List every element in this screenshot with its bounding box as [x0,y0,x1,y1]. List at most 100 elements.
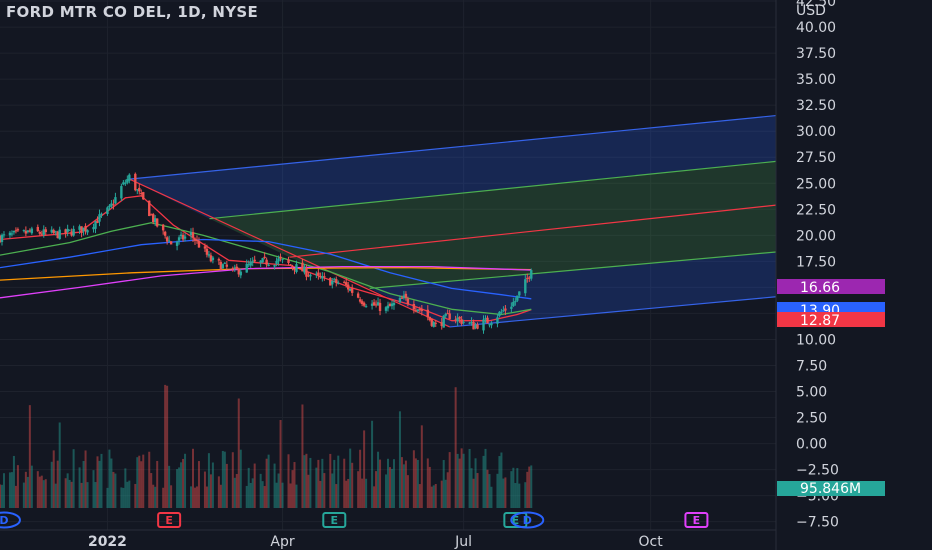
volume-bar [152,484,155,508]
volume-bar [178,467,181,508]
volume-bar [404,460,407,508]
volume-bar [30,465,33,508]
candle-body [219,261,223,270]
volume-bar [70,481,73,508]
time-tick-label: 2022 [88,534,127,550]
volume-bar [207,453,210,508]
volume-bar [331,473,334,508]
volume-bar [420,425,423,508]
volume-bar [219,484,222,508]
candle-body [163,231,167,236]
candle-body [22,230,26,232]
volume-bar [205,486,208,508]
volume-bar [96,456,99,508]
candle-body [384,307,388,311]
candle-body [44,229,47,233]
candle-body [239,271,242,276]
candle-body [321,276,324,279]
pitchfork-bottom-line [449,296,777,328]
candle-body [128,174,131,181]
volume-bar [458,458,461,508]
candle-body [376,302,380,306]
volume-bar [150,473,153,508]
candle-body [148,200,151,217]
volume-bar [456,453,459,508]
volume-bar [444,479,447,508]
candle-body [486,317,489,324]
volume-bar [14,485,17,508]
volume-bar [239,449,242,508]
volume-bar [136,457,139,508]
candle-body [293,268,296,271]
candle-body [502,310,505,312]
volume-bar [80,482,83,508]
volume-bar [120,487,123,508]
volume-bar [100,453,103,508]
volume-bar [221,450,224,508]
candle-body [512,301,515,307]
candle-body [154,218,157,223]
candle-body [482,319,485,331]
candle-body [440,322,443,327]
volume-bar [295,484,298,508]
volume-bar [317,459,320,508]
volume-bar [530,465,533,508]
candle-body [319,275,322,278]
candle-body [134,173,137,191]
candle-body [108,205,111,208]
candle-body [345,282,348,285]
volume-bar [253,463,256,508]
volume-bar [373,486,376,508]
candle-body [337,282,340,284]
pitchfork-median-line [289,204,777,258]
volume-bar [375,471,378,508]
volume-bar [301,404,304,508]
candle-body [38,232,41,234]
volume-bar [343,458,346,508]
volume-bar [329,453,332,508]
candle-body [277,258,280,262]
volume-bar [58,422,61,508]
volume-bar [309,457,312,508]
candle-body [287,259,290,263]
candle-body [16,229,20,231]
volume-bar [22,482,25,508]
price-tick-label: 2.50 [796,411,827,427]
candle-body [448,313,451,320]
candle-body [203,246,207,249]
candle-body [237,268,240,275]
candle-body [140,193,143,195]
candle-body [86,230,89,233]
volume-bar [28,405,31,508]
volume-bar [223,451,226,508]
volume-bar [44,479,47,508]
volume-bar [2,473,5,508]
candle-body [514,301,517,303]
candle-body [10,233,14,235]
volume-bar [377,451,380,508]
candle-body [484,318,487,320]
price-tick-label: 25.00 [796,176,836,192]
candle-body [207,254,211,256]
candle-body [454,319,457,321]
volume-bar [26,476,29,508]
volume-bar [468,448,471,508]
volume-bar [16,465,19,508]
candle-body [434,322,437,324]
candle-body [136,189,139,191]
volume-bar [128,480,131,508]
volume-bar [398,411,401,508]
price-tick-label: 7.50 [796,358,827,374]
price-tick-label: 27.50 [796,150,836,166]
volume-bar [291,470,294,508]
time-axis[interactable]: 2022 Apr Jul Oct [88,534,663,550]
candle-body [189,232,193,236]
volume-badge-label: 95.846M [800,481,861,497]
pitchfork-zone [369,251,776,327]
volume-bar [337,455,340,508]
candle-body [110,203,113,207]
candle-body [474,324,477,329]
candle-body [233,267,236,269]
